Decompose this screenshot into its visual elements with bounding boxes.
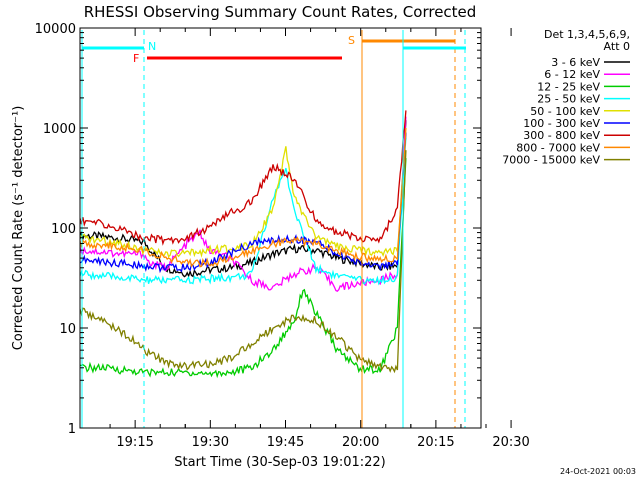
y-axis-label: Corrected Count Rate (s⁻¹ detector⁻¹) bbox=[11, 106, 26, 351]
y-tick-label: 10000 bbox=[35, 22, 76, 37]
legend-header-line2: Att 0 bbox=[604, 40, 630, 53]
legend-label: 25 - 50 keV bbox=[537, 93, 600, 106]
annotation-layer: N F S bbox=[81, 30, 466, 428]
y-tick-label: 1 bbox=[68, 422, 76, 437]
legend-label: 3 - 6 keV bbox=[551, 56, 600, 69]
x-tick-label: 20:30 bbox=[492, 435, 529, 450]
legend-header-line1: Det 1,3,4,5,6,9, bbox=[544, 28, 630, 41]
x-tick-label: 19:30 bbox=[192, 435, 229, 450]
legend-label: 7000 - 15000 keV bbox=[502, 154, 600, 167]
legend-label: 800 - 7000 keV bbox=[516, 141, 600, 154]
x-tick-label: 19:15 bbox=[116, 435, 153, 450]
series-line-100-300keV bbox=[80, 132, 407, 274]
timestamp: 24-Oct-2021 00:03 bbox=[560, 467, 636, 476]
y-tick-label: 10 bbox=[59, 322, 76, 337]
legend-label: 6 - 12 keV bbox=[544, 68, 600, 81]
axes-layer: 19:15 19:30 19:45 20:00 20:15 20:30 1 10 100 1000… bbox=[35, 22, 530, 450]
x-tick-label: 19:45 bbox=[267, 435, 304, 450]
x-tick-label: 20:15 bbox=[417, 435, 454, 450]
x-axis-label: Start Time (30-Sep-03 19:01:22) bbox=[174, 455, 385, 470]
series-layer bbox=[80, 110, 407, 379]
legend-label: 50 - 100 keV bbox=[530, 105, 600, 118]
series-line-7000-15000keV bbox=[80, 150, 407, 374]
annotation-n: N bbox=[148, 40, 156, 53]
annotation-s: S bbox=[348, 34, 355, 47]
legend-label: 100 - 300 keV bbox=[523, 117, 600, 130]
y-tick-label: 100 bbox=[51, 222, 76, 237]
series-line-800-7000keV bbox=[80, 127, 407, 268]
series-line-12-25keV bbox=[80, 158, 407, 379]
x-tick-label: 20:00 bbox=[342, 435, 379, 450]
chart-title: RHESSI Observing Summary Count Rates, Co… bbox=[84, 3, 477, 21]
legend-label: 12 - 25 keV bbox=[537, 80, 600, 93]
y-tick-label: 1000 bbox=[43, 122, 76, 137]
legend-label: 300 - 800 keV bbox=[523, 129, 600, 142]
series-line-25-50keV bbox=[80, 137, 407, 286]
series-line-6-12keV bbox=[80, 116, 407, 292]
annotation-f: F bbox=[133, 52, 139, 65]
series-line-300-800keV bbox=[80, 110, 407, 246]
